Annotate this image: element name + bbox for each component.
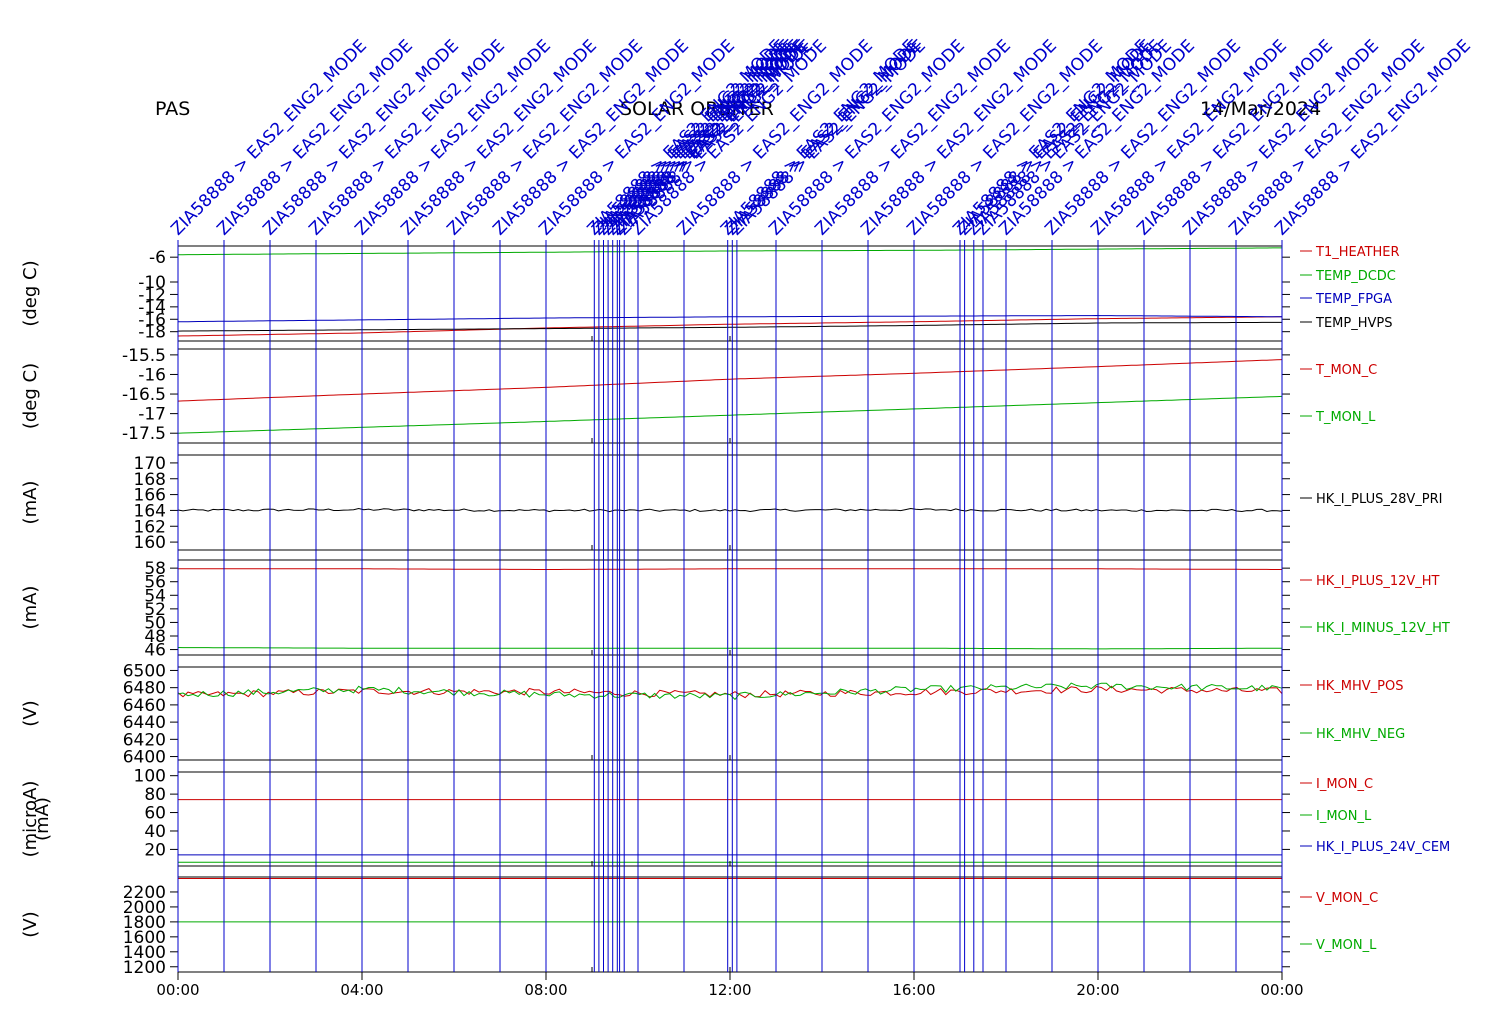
series-line-t_mon_c <box>177 359 1283 402</box>
legend-label: I_MON_L <box>1316 809 1372 824</box>
y-tick-label: 52 <box>144 600 166 620</box>
y-axis-label: (microA) <box>20 781 41 858</box>
y-tick-label: 60 <box>144 804 166 824</box>
y-tick-label: 6460 <box>123 696 166 716</box>
legend-label: I_MON_C <box>1316 777 1373 792</box>
panel-frame <box>177 771 1283 867</box>
y-tick-label: -18 <box>138 323 166 343</box>
y-tick-label: 1800 <box>123 913 166 933</box>
y-tick-label: 54 <box>144 586 166 606</box>
panel-frame <box>177 245 1283 342</box>
y-tick-label: 48 <box>144 627 166 647</box>
series-line-hk_i_minus_12v_ht <box>177 647 1282 650</box>
series-line-hk_i_plus_12v_ht <box>178 568 1282 570</box>
x-tick-label: 20:00 <box>1076 981 1119 999</box>
series-line-hk_i_plus_28v_pri <box>177 507 1283 513</box>
panel-frame <box>177 348 1283 444</box>
legend-label: HK_I_PLUS_28V_PRI <box>1316 492 1442 507</box>
y-tick-label: 58 <box>144 559 166 579</box>
legend-label: HK_I_PLUS_24V_CEM <box>1316 840 1450 855</box>
y-tick-label: -6 <box>149 248 166 268</box>
y-axis-label: (deg C) <box>20 260 41 326</box>
panel-frame <box>177 876 1283 973</box>
legend-label: TEMP_DCDC <box>1315 269 1396 284</box>
legend-label: HK_MHV_POS <box>1316 679 1404 694</box>
panel-frame <box>177 666 1283 761</box>
legend-label: T_MON_L <box>1315 410 1376 425</box>
y-tick-label: 50 <box>144 613 166 633</box>
y-axis-label-secondary: (mA) <box>32 797 53 841</box>
y-tick-label: -10 <box>138 273 166 293</box>
x-tick-label: 00:00 <box>1260 981 1303 999</box>
y-tick-label: -14 <box>138 298 166 318</box>
y-tick-label: 162 <box>134 517 166 537</box>
y-tick-label: 20 <box>144 840 166 860</box>
legend-label: HK_MHV_NEG <box>1316 727 1405 742</box>
y-tick-label: 160 <box>134 533 166 553</box>
legend-label: HK_I_PLUS_12V_HT <box>1316 574 1440 589</box>
y-tick-label: 1200 <box>123 958 166 978</box>
y-axis-label: (deg C) <box>20 363 41 429</box>
legend-label: V_MON_L <box>1316 938 1377 953</box>
legend-label: TEMP_HVPS <box>1315 316 1392 331</box>
x-tick-label: 08:00 <box>524 981 567 999</box>
series-line-temp_dcdc <box>178 247 1282 256</box>
y-tick-label: 100 <box>134 767 166 787</box>
y-tick-label: -16 <box>138 365 166 385</box>
y-tick-label: 1600 <box>123 928 166 948</box>
x-tick-label: 12:00 <box>708 981 751 999</box>
y-axis-label: (mA) <box>20 481 41 525</box>
y-tick-label: -16 <box>138 310 166 330</box>
y-tick-label: -16.5 <box>122 385 166 405</box>
legend-label: TEMP_FPGA <box>1315 292 1392 307</box>
y-tick-label: 166 <box>134 486 166 506</box>
y-tick-label: 1400 <box>123 943 166 963</box>
y-tick-label: 2200 <box>123 883 166 903</box>
y-axis-label: (V) <box>20 911 41 937</box>
y-tick-label: 46 <box>144 641 166 661</box>
x-tick-label: 16:00 <box>892 981 935 999</box>
y-tick-label: 168 <box>134 470 166 490</box>
y-tick-label: 6420 <box>123 730 166 750</box>
y-tick-label: -17.5 <box>122 424 166 444</box>
panel-frame <box>177 454 1283 551</box>
y-tick-label: 6400 <box>123 748 166 768</box>
legend-label: T_MON_C <box>1315 363 1377 378</box>
y-tick-label: -17 <box>138 405 166 425</box>
y-tick-label: 6480 <box>123 679 166 699</box>
series-line-t_mon_l <box>177 395 1283 434</box>
y-tick-label: 40 <box>144 822 166 842</box>
y-tick-label: 6440 <box>123 713 166 733</box>
x-tick-label: 00:00 <box>156 981 199 999</box>
y-axis-label: (mA) <box>20 586 41 630</box>
panel-frame <box>177 559 1283 656</box>
y-tick-label: 2000 <box>123 898 166 918</box>
mission-title: SOLAR ORBITER <box>620 98 774 120</box>
legend-label: T1_HEATHER <box>1315 245 1400 260</box>
y-tick-label: 56 <box>144 573 166 593</box>
y-tick-label: -12 <box>138 285 166 305</box>
instrument-title: PAS <box>155 98 191 120</box>
legend-label: HK_I_MINUS_12V_HT <box>1316 621 1450 636</box>
x-tick-label: 04:00 <box>340 981 383 999</box>
date-title: 14/Mar/2024 <box>1200 98 1322 120</box>
y-axis-label: (V) <box>20 700 41 726</box>
y-tick-label: 170 <box>134 454 166 474</box>
y-tick-label: 6500 <box>123 661 166 681</box>
legend-label: V_MON_C <box>1316 891 1378 906</box>
y-tick-label: -15.5 <box>122 346 166 366</box>
y-tick-label: 80 <box>144 785 166 805</box>
y-tick-label: 164 <box>134 501 166 521</box>
